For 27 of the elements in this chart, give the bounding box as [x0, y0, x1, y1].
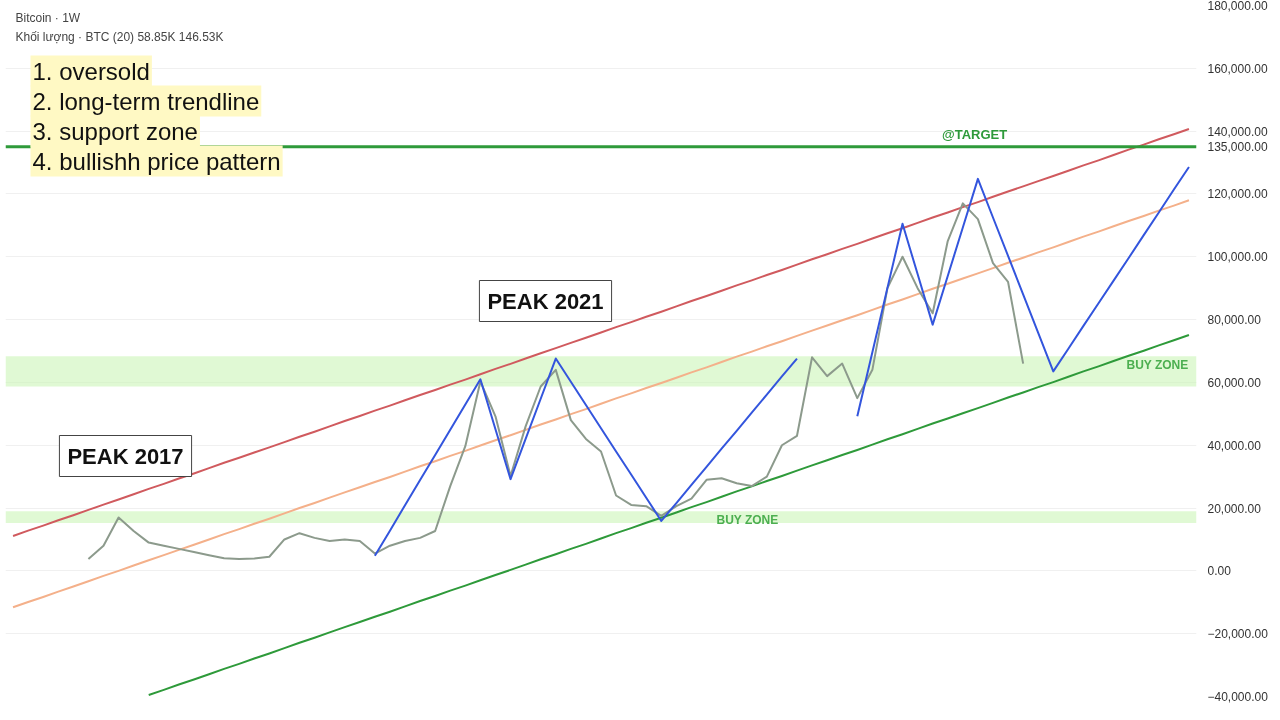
y-tick-label: 120,000.00 [1207, 187, 1268, 202]
annotation: 3. support zone [32, 117, 198, 145]
ref-line-label: @TARGET [942, 126, 1008, 142]
line-series [856, 165, 1190, 418]
chart-title: Bitcoin · 1W [15, 10, 81, 25]
y-tick-label: 180,000.00 [1207, 0, 1268, 13]
y-tick-label: 160,000.00 [1207, 61, 1268, 76]
line-series [373, 357, 798, 557]
y-tick-label: −20,000.00 [1207, 627, 1269, 642]
y-tick-label: −40,000.00 [1207, 690, 1269, 704]
annotation: 1. oversold [32, 57, 150, 85]
text: Khối lượng · BTC (20) 58.85K 146.53K [15, 29, 224, 44]
band-label: BUY ZONE [716, 513, 779, 528]
y-tick-label: 0.00 [1207, 564, 1232, 579]
y-tick-label: 140,000.00 [1207, 124, 1268, 139]
annotation: 2. long-term trendline [32, 87, 260, 115]
annotation: PEAK 2017 [67, 443, 184, 469]
line-series [12, 199, 1190, 609]
y-tick-label: 20,000.00 [1207, 501, 1262, 516]
y-tick-label: 100,000.00 [1207, 250, 1268, 265]
annotation: PEAK 2021 [487, 288, 604, 314]
y-tick-label: 135,000.00 [1207, 140, 1268, 155]
y-tick-label: 40,000.00 [1207, 438, 1262, 453]
band-label: BUY ZONE [1126, 358, 1189, 373]
y-tick-label: 60,000.00 [1207, 375, 1262, 390]
y-tick-label: 80,000.00 [1207, 313, 1262, 328]
annotation: 4. bullishh price pattern [32, 147, 281, 175]
